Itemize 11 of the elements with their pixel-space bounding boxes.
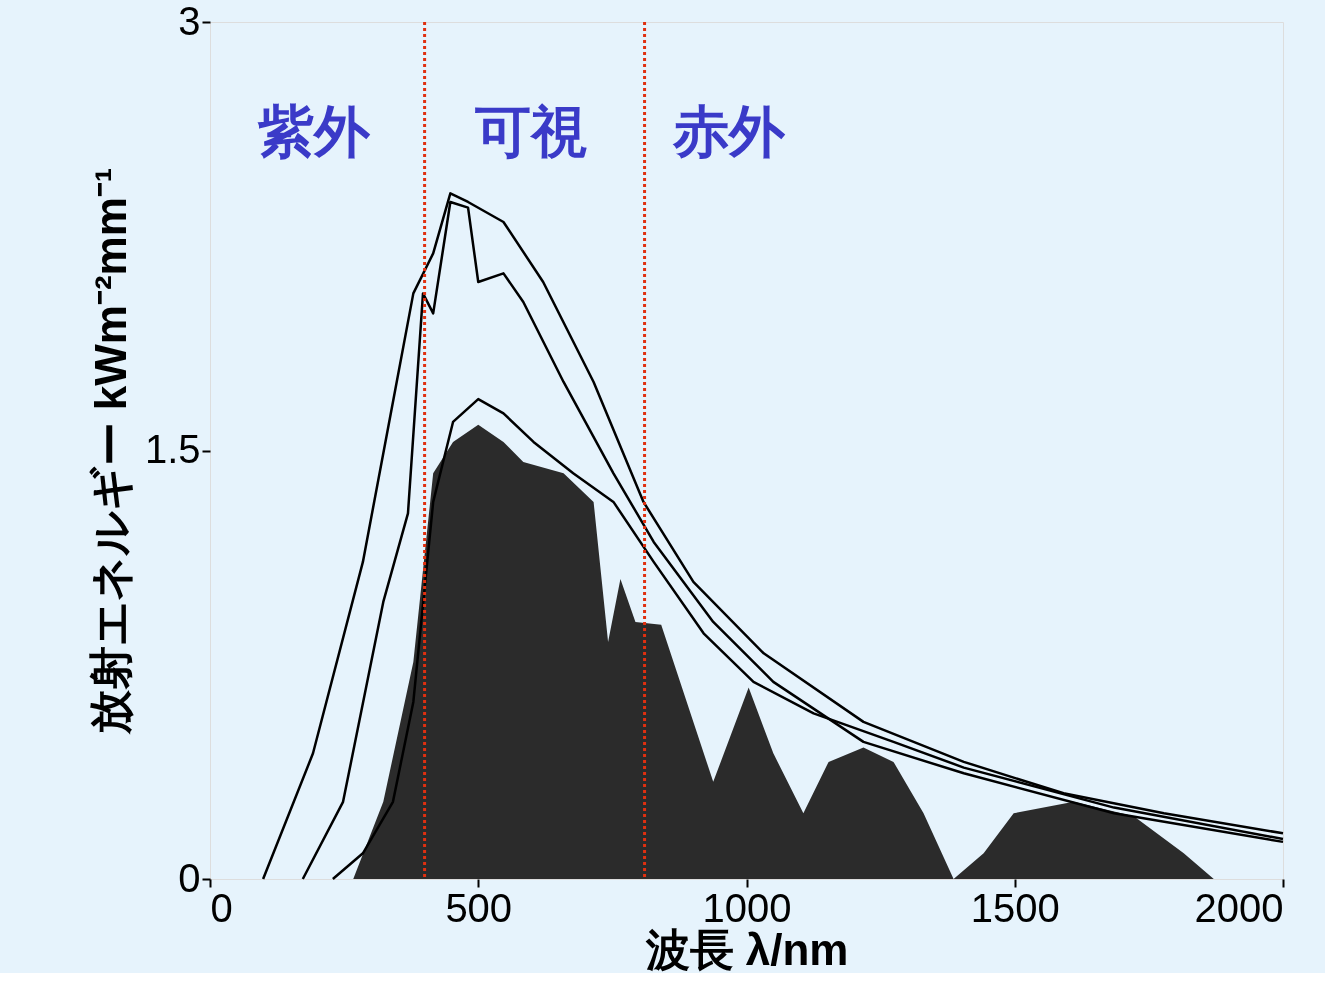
x-tick-label: 500	[445, 885, 513, 930]
x-tick-label: 0	[210, 885, 233, 930]
x-tick-label: 1500	[970, 885, 1060, 930]
y-axis-title: 放射エネルギー kWm⁻²mm⁻¹	[85, 167, 135, 736]
annotation: 可視	[473, 100, 587, 163]
x-tick-label: 2000	[1194, 885, 1284, 930]
annotation: 赤外	[671, 100, 786, 163]
y-tick-label: 1.5	[144, 427, 201, 471]
annotation: 紫外	[257, 100, 371, 163]
y-tick-label: 3	[178, 0, 201, 43]
y-tick-label: 0	[178, 855, 201, 900]
